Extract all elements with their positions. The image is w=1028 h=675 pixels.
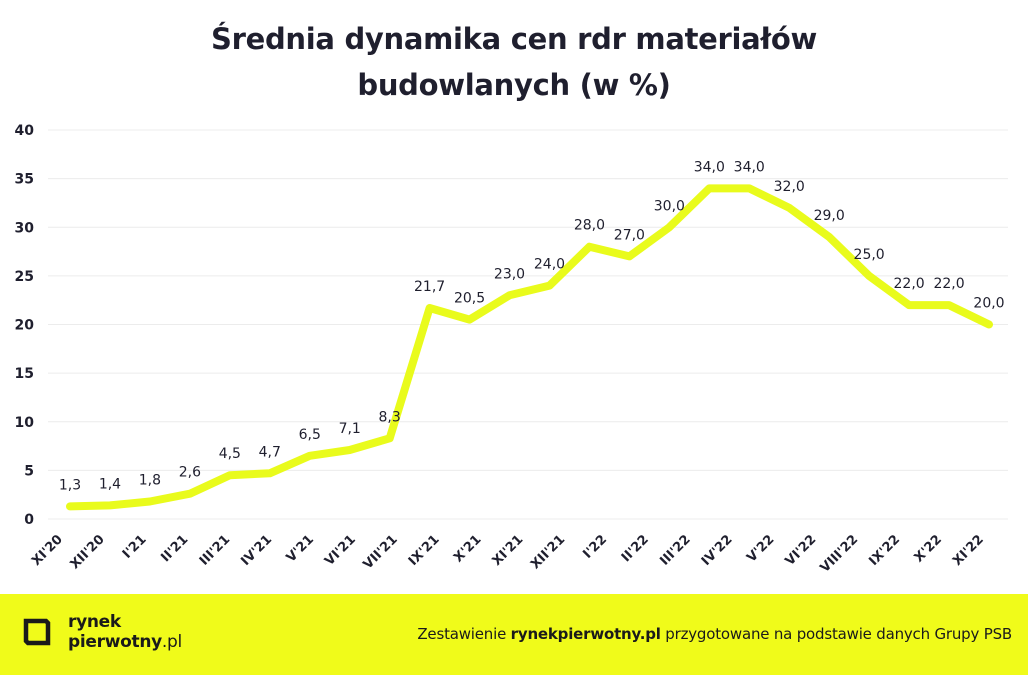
data-label: 28,0: [574, 218, 605, 234]
x-tick-label: VII'21: [361, 532, 401, 572]
x-tick-label: XI'20: [29, 532, 66, 569]
footer-banner: rynek pierwotny.pl Zestawienie rynekpier…: [0, 594, 1028, 675]
y-tick-label: 5: [24, 463, 34, 479]
source-note: Zestawienie rynekpierwotny.pl przygotowa…: [417, 625, 1012, 643]
y-tick-label: 10: [15, 415, 35, 431]
x-tick-label: X'21: [451, 532, 484, 565]
chart-title-line-2: budowlanych (w %): [357, 68, 671, 102]
data-label: 6,5: [299, 427, 321, 443]
logo-bracket-icon: [23, 618, 51, 646]
data-label: 22,0: [933, 276, 964, 292]
data-label: 20,5: [454, 291, 485, 307]
y-tick-label: 25: [15, 269, 34, 285]
x-tick-label: III'22: [657, 532, 693, 568]
data-label: 32,0: [774, 179, 805, 195]
x-tick-label: III'21: [197, 532, 233, 568]
x-tick-label: IX'21: [406, 532, 443, 569]
y-tick-label: 0: [24, 512, 34, 528]
data-label: 20,0: [973, 296, 1004, 312]
logo-line-2: pierwotny.pl: [68, 632, 182, 652]
data-label: 24,0: [534, 257, 565, 273]
logo-line-1: rynek: [68, 612, 121, 632]
series-line: [66, 184, 993, 511]
data-label: 2,6: [179, 465, 201, 481]
source-suffix: przygotowane na podstawie danych Grupy P…: [660, 625, 1012, 643]
chart-title: Średnia dynamika cen rdr materiałów budo…: [0, 16, 1028, 108]
x-tick-label: V'21: [284, 532, 317, 565]
data-label: 1,3: [59, 477, 81, 493]
logo-line-2-rest: .pl: [161, 632, 182, 652]
series-line-group: [66, 184, 993, 511]
y-tick-label: 35: [15, 172, 34, 188]
data-label: 29,0: [814, 208, 845, 224]
x-tick-label: X'22: [912, 532, 945, 565]
data-label: 25,0: [854, 247, 885, 263]
x-tick-label: IV'22: [699, 532, 736, 569]
x-tick-label: I'21: [120, 532, 150, 562]
x-tick-label: VI'21: [322, 532, 359, 569]
x-tick-label: XII'21: [528, 532, 568, 572]
data-label: 30,0: [654, 198, 685, 214]
data-label: 21,7: [414, 279, 445, 295]
line-chart: 0 5 10 15 20 25 30 35 40 1,3 1,4 1,8 2,6 4,5 4,7 6,5 7,…: [15, 123, 1008, 576]
x-tick-label: VI'22: [783, 532, 820, 569]
y-tick-label: 20: [15, 318, 35, 334]
x-tick-label: II'21: [158, 532, 191, 565]
source-link-text: rynekpierwotny.pl: [510, 625, 661, 643]
x-tick-label: V'22: [744, 532, 777, 565]
source-prefix: Zestawienie: [417, 625, 511, 643]
data-label: 4,5: [219, 446, 241, 462]
data-label: 4,7: [259, 444, 281, 460]
y-tick-label: 40: [15, 123, 35, 139]
data-labels: 1,3 1,4 1,8 2,6 4,5 4,7 6,5 7,1 8,3 21,7 20,5 23,0 2…: [59, 159, 1005, 493]
x-tick-label: XI'21: [490, 532, 527, 569]
x-tick-label: VIII'22: [818, 532, 862, 576]
x-tick-label: XII'20: [68, 532, 108, 572]
x-axis: XI'20 XII'20 I'21 II'21 III'21 IV'21 V'21 VI'21…: [29, 532, 987, 576]
x-tick-label: XI'22: [950, 532, 987, 569]
logo-line-2-bold: pierwotny: [68, 632, 162, 652]
data-label: 34,0: [694, 159, 725, 175]
logo-text: rynek pierwotny.pl: [68, 612, 182, 652]
y-axis: 0 5 10 15 20 25 30 35 40: [15, 123, 35, 528]
y-tick-label: 30: [15, 220, 35, 236]
data-label: 22,0: [894, 276, 925, 292]
y-tick-label: 15: [15, 366, 34, 382]
chart-title-line-1: Średnia dynamika cen rdr materiałów: [210, 22, 818, 56]
x-tick-label: IV'21: [238, 532, 275, 569]
data-label: 1,8: [139, 472, 161, 488]
data-label: 23,0: [494, 266, 525, 282]
data-label: 1,4: [99, 476, 121, 492]
grid-lines: [48, 129, 1008, 520]
x-tick-label: IX'22: [866, 532, 903, 569]
data-label: 27,0: [614, 227, 645, 243]
x-tick-label: II'22: [619, 532, 652, 565]
data-label: 34,0: [734, 159, 765, 175]
data-label: 8,3: [379, 409, 401, 425]
data-label: 7,1: [339, 421, 361, 437]
x-tick-label: I'22: [580, 532, 610, 562]
